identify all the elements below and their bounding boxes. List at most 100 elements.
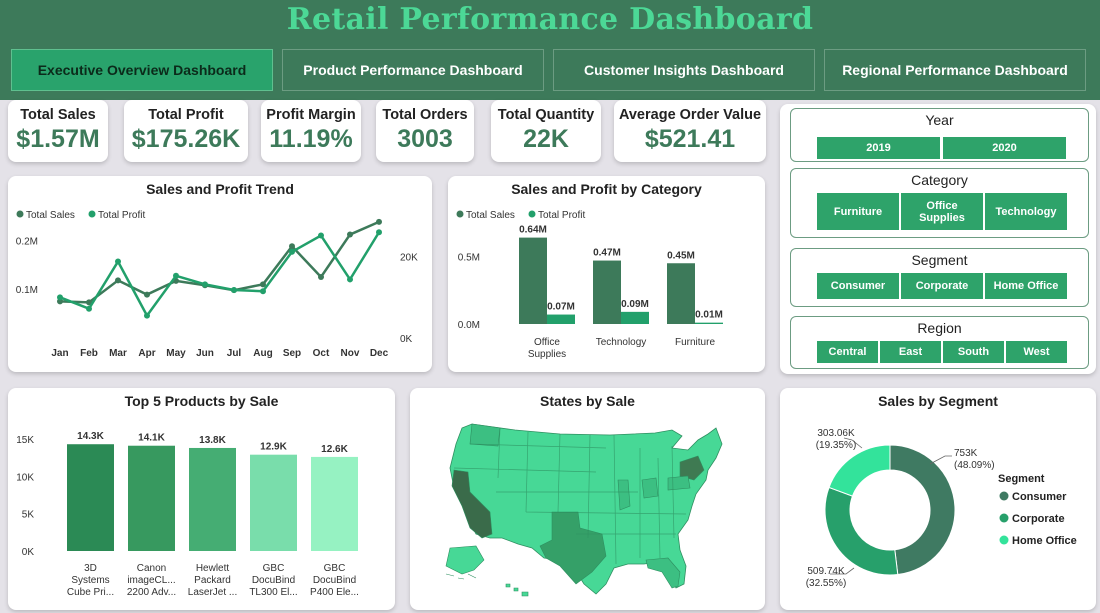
- chart-title: Sales and Profit Trend: [146, 181, 294, 197]
- bar: [593, 260, 621, 324]
- x-tick-label: Canon: [137, 563, 166, 574]
- kpi-average-order-value: Average Order Value $521.41: [614, 100, 766, 162]
- y-tick-label: 0.0M: [458, 320, 480, 331]
- category-option-office-supplies[interactable]: Office Supplies: [901, 193, 983, 230]
- trend-chart-card: Sales and Profit Trend Total Sales Total …: [8, 176, 432, 372]
- year-option-2019[interactable]: 2019: [817, 137, 940, 159]
- data-point: [260, 288, 266, 295]
- data-label: 14.1K: [138, 433, 165, 444]
- tab-product-performance[interactable]: Product Performance Dashboard: [282, 49, 544, 91]
- kpi-total-profit: Total Profit $175.26K: [124, 100, 248, 162]
- category-option-furniture[interactable]: Furniture: [817, 193, 899, 230]
- segment-option-consumer[interactable]: Consumer: [817, 273, 899, 299]
- legend-label: Total Profit: [98, 210, 145, 221]
- bar: [189, 447, 236, 551]
- x-tick-label: P400 Ele...: [310, 587, 359, 598]
- tab-customer-insights[interactable]: Customer Insights Dashboard: [553, 49, 815, 91]
- region-option-west[interactable]: West: [1006, 341, 1067, 363]
- percent-label: (19.35%): [816, 440, 857, 451]
- legend-label: Total Sales: [466, 210, 515, 221]
- state-pennsylvania: [667, 475, 691, 491]
- filter-title: Category: [911, 172, 968, 188]
- x-tick-label: imageCL...: [127, 575, 175, 586]
- data-label: 12.9K: [260, 442, 287, 453]
- leader-line: [830, 567, 855, 575]
- category-option-technology[interactable]: Technology: [985, 193, 1067, 230]
- x-tick-label: Mar: [109, 348, 127, 359]
- legend-marker: [999, 513, 1009, 523]
- leader-line: [843, 437, 863, 449]
- segment-option-corporate[interactable]: Corporate: [901, 273, 983, 299]
- chart-title: Sales and Profit by Category: [511, 181, 702, 197]
- bar: [621, 311, 649, 324]
- y-tick-label: 0.2M: [16, 236, 38, 247]
- data-point: [57, 294, 63, 301]
- chart-title: Top 5 Products by Sale: [124, 393, 279, 409]
- value-label: 753K: [954, 448, 978, 459]
- tab-regional-performance[interactable]: Regional Performance Dashboard: [824, 49, 1086, 91]
- x-tick-label: GBC: [324, 563, 346, 574]
- state-washington: [469, 423, 501, 447]
- x-tick-label: LaserJet ...: [188, 587, 237, 598]
- top-products-chart-card: Top 5 Products by Sale 0K 5K 10K 15K 14.3K 3D…: [8, 388, 395, 610]
- x-tick-label: 3D: [84, 563, 97, 574]
- leader-line: [929, 455, 952, 465]
- x-tick-label: Technology: [596, 337, 647, 348]
- data-point: [289, 243, 295, 250]
- data-point: [260, 281, 266, 288]
- states-map-card: States by Sale: [410, 388, 765, 610]
- x-tick-label: TL300 El...: [249, 587, 297, 598]
- bar: [67, 444, 114, 551]
- x-tick-label: Systems: [71, 575, 109, 586]
- region-option-central[interactable]: Central: [817, 341, 878, 363]
- bar: [519, 237, 547, 324]
- region-option-south[interactable]: South: [943, 341, 1004, 363]
- legend-marker: [999, 535, 1009, 545]
- bar: [695, 322, 723, 324]
- data-point: [318, 274, 324, 280]
- kpi-label: Total Profit: [148, 107, 224, 123]
- data-point: [202, 281, 208, 288]
- chart-title: States by Sale: [540, 393, 635, 409]
- data-label: 0.09M: [621, 299, 649, 310]
- kpi-profit-margin: Profit Margin 11.19%: [261, 100, 361, 162]
- kpi-label: Total Quantity: [497, 107, 595, 123]
- x-tick-label: Oct: [313, 348, 330, 359]
- kpi-total-orders: Total Orders 3003: [376, 100, 474, 162]
- y-tick-label: 15K: [16, 435, 34, 446]
- data-point: [115, 258, 121, 265]
- x-tick-label: Dec: [370, 348, 389, 359]
- tab-executive-overview[interactable]: Executive Overview Dashboard: [11, 49, 273, 91]
- filter-title: Year: [925, 112, 954, 128]
- legend-label: Corporate: [1012, 513, 1065, 525]
- kpi-value: 3003: [397, 125, 453, 153]
- bar: [667, 263, 695, 324]
- x-tick-label: DocuBind: [313, 575, 356, 586]
- kpi-value: 11.19%: [269, 125, 353, 153]
- donut-slice: [889, 444, 956, 576]
- data-label: 12.6K: [321, 444, 348, 455]
- legend-marker: [456, 210, 464, 218]
- x-tick-label: GBC: [263, 563, 285, 574]
- us-states-map[interactable]: [410, 388, 765, 610]
- page-title: Retail Performance Dashboard: [286, 2, 814, 37]
- filter-title: Region: [917, 320, 962, 336]
- state-illinois: [617, 479, 631, 511]
- legend-label: Home Office: [1012, 535, 1077, 547]
- chart-title: Sales by Segment: [878, 393, 998, 409]
- state-grid-lines: [453, 427, 687, 565]
- x-tick-label: Apr: [138, 348, 155, 359]
- data-point: [376, 229, 382, 236]
- segment-chart-card: Sales by Segment 753K (48.09%) 509.74K (32.…: [780, 388, 1096, 610]
- value-label: 303.06K: [817, 428, 855, 439]
- category-chart-card: Sales and Profit by Category Total Sales…: [448, 176, 765, 372]
- year-option-2020[interactable]: 2020: [943, 137, 1066, 159]
- trend-chart: Total Sales Total Profit 0.1M 0.2M 0K 20K Jan F…: [16, 210, 418, 359]
- data-label: 0.47M: [593, 248, 621, 259]
- category-filter: Category Furniture Office Supplies Techn…: [790, 168, 1089, 238]
- region-option-east[interactable]: East: [880, 341, 941, 363]
- x-tick-label: Office: [534, 337, 560, 348]
- bar: [547, 314, 575, 324]
- segment-option-home-office[interactable]: Home Office: [985, 273, 1067, 299]
- kpi-label: Total Sales: [20, 107, 96, 123]
